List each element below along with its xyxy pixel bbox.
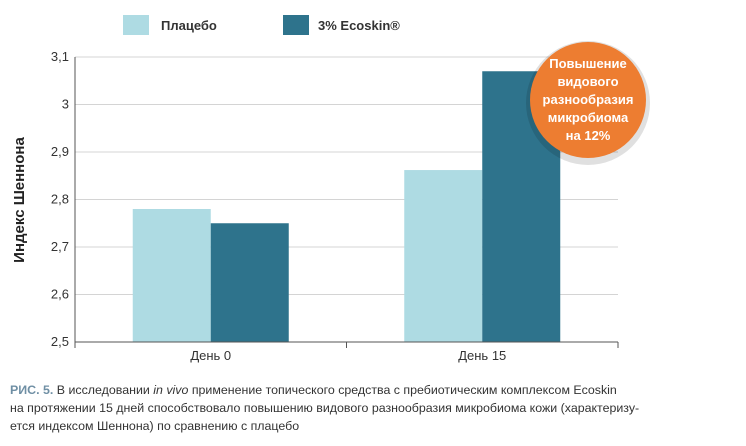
bar-placebo-1 <box>132 209 211 342</box>
figure-caption: РИС. 5. В исследовании in vivo применени… <box>10 381 738 435</box>
axes: 2,5 2,6 2,7 2,8 2,9 3 3,1 День 0 День 15 <box>51 49 619 363</box>
caption-text-1b: применение топического средства с пребио… <box>188 383 617 397</box>
callout-text-line: на 12% <box>566 128 611 143</box>
bar-ecoskin-1 <box>210 223 289 342</box>
callout-text-line: видового <box>557 74 618 89</box>
callout-circle <box>530 42 646 158</box>
caption-text-1a: В исследовании <box>53 383 154 397</box>
callout-badge: Повышение видового разнообразия микробиома н… <box>526 41 650 165</box>
caption-label: РИС. 5. <box>10 383 54 397</box>
y-tick-label: 2,7 <box>51 239 69 254</box>
y-tick-label: 2,9 <box>51 144 69 159</box>
y-tick-label: 2,5 <box>51 334 69 349</box>
legend-swatch <box>123 15 149 35</box>
y-tick-label: 3 <box>62 97 69 112</box>
x-tick-label: День 0 <box>190 348 231 363</box>
caption-line-1: РИС. 5. В исследовании in vivo применени… <box>10 381 738 399</box>
callout-text-line: разнообразия <box>543 92 634 107</box>
y-tick-label: 2,6 <box>51 287 69 302</box>
legend: Плацебо 3% Ecoskin® <box>123 15 400 35</box>
y-axis-label: Индекс Шеннона <box>11 137 28 263</box>
caption-line-3: ется индексом Шеннона) по сравнению с пл… <box>10 419 300 433</box>
legend-swatch <box>283 15 309 35</box>
legend-label: 3% Ecoskin® <box>318 18 400 33</box>
bars <box>132 71 561 342</box>
x-tick-label: День 15 <box>458 348 506 363</box>
callout-text-line: микробиома <box>548 110 629 125</box>
caption-line-2: на протяжении 15 дней способствовало пов… <box>10 401 640 415</box>
bar-placebo-2 <box>404 170 483 342</box>
y-tick-label: 2,8 <box>51 192 69 207</box>
legend-label: Плацебо <box>161 18 217 33</box>
caption-text-italic: in vivo <box>153 383 189 397</box>
y-tick-label: 3,1 <box>51 49 69 64</box>
bar-chart: 2,5 2,6 2,7 2,8 2,9 3 3,1 День 0 День 15 Плацебо… <box>11 15 650 363</box>
callout-text-line: Повышение <box>549 56 627 71</box>
